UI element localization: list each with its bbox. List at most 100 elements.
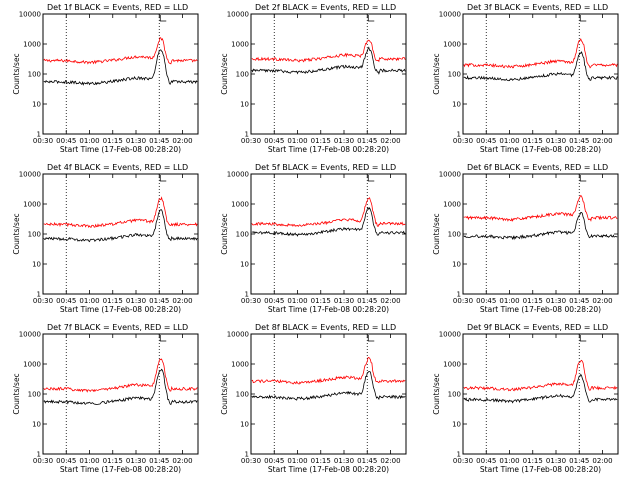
y-tick-label: 1 xyxy=(245,291,249,299)
series-events-line xyxy=(43,49,198,86)
x-tick-label: 01:15 xyxy=(103,137,123,145)
panel-det-1: Det 1f BLACK = Events, RED = LLD 1 10 100 10… xyxy=(12,3,199,154)
x-tick-label: 00:45 xyxy=(56,297,76,305)
series-events-line xyxy=(463,51,618,82)
x-tick-label: 01:30 xyxy=(334,137,354,145)
series-events-line xyxy=(43,209,198,243)
x-tick-label: 01:30 xyxy=(334,297,354,305)
series-events-line xyxy=(43,368,198,406)
x-tick-label: 02:00 xyxy=(380,297,400,305)
panel-title: Det 7f BLACK = Events, RED = LLD xyxy=(47,323,188,332)
y-axis-label: Counts/sec xyxy=(220,53,229,94)
y-tick-label: 10 xyxy=(32,261,41,269)
y-tick-label: 1000 xyxy=(23,361,41,369)
panel-title: Det 9f BLACK = Events, RED = LLD xyxy=(467,323,608,332)
x-tick-label: 00:45 xyxy=(264,137,284,145)
panel-title: Det 1f BLACK = Events, RED = LLD xyxy=(47,3,188,12)
x-tick-label: 01:45 xyxy=(357,457,377,465)
x-tick-label: 02:00 xyxy=(172,297,192,305)
y-tick-label: 10000 xyxy=(19,171,41,179)
x-tick-label: 02:00 xyxy=(592,297,612,305)
x-tick-label: 01:15 xyxy=(523,137,543,145)
x-tick-label: 01:30 xyxy=(546,297,566,305)
y-tick-label: 1 xyxy=(37,131,41,139)
x-tick-label: 01:15 xyxy=(311,137,331,145)
x-tick-label: 01:45 xyxy=(149,137,169,145)
y-tick-label: 1 xyxy=(245,131,249,139)
x-tick-label: 01:15 xyxy=(523,297,543,305)
y-tick-label: 1000 xyxy=(443,41,461,49)
x-tick-label: 00:30 xyxy=(453,297,473,305)
y-axis-label: Counts/sec xyxy=(12,213,21,254)
panel-det-5: Det 5f BLACK = Events, RED = LLD 1 10 100 10… xyxy=(220,163,407,314)
x-axis-label: Start Time (17-Feb-08 00:28:20) xyxy=(480,145,601,154)
panel-det-9: Det 9f BLACK = Events, RED = LLD 1 10 100 10… xyxy=(432,323,619,474)
interval-bracket xyxy=(579,175,587,182)
x-tick-label: 01:30 xyxy=(546,137,566,145)
y-tick-label: 10000 xyxy=(19,11,41,19)
series-events-line xyxy=(251,46,406,75)
y-tick-label: 10 xyxy=(32,421,41,429)
interval-bracket xyxy=(367,335,375,342)
x-tick-label: 00:30 xyxy=(241,297,261,305)
series-lld-line xyxy=(251,356,406,385)
panel-det-3: Det 3f BLACK = Events, RED = LLD 1 10 100 10… xyxy=(432,3,619,154)
x-tick-label: 02:00 xyxy=(380,137,400,145)
x-tick-label: 01:15 xyxy=(523,457,543,465)
y-axis-label: Counts/sec xyxy=(12,53,21,94)
panel-det-2: Det 2f BLACK = Events, RED = LLD 1 10 100 10… xyxy=(220,3,407,154)
x-tick-label: 01:30 xyxy=(546,457,566,465)
x-tick-label: 01:15 xyxy=(103,457,123,465)
x-tick-label: 00:45 xyxy=(56,457,76,465)
series-lld-line xyxy=(43,37,198,65)
y-tick-label: 10000 xyxy=(227,171,249,179)
x-tick-label: 00:30 xyxy=(453,137,473,145)
x-tick-label: 00:45 xyxy=(476,137,496,145)
y-tick-label: 10000 xyxy=(439,331,461,339)
y-tick-label: 10 xyxy=(32,101,41,109)
series-lld-line xyxy=(463,37,618,69)
y-tick-label: 100 xyxy=(448,71,461,79)
interval-bracket xyxy=(579,335,587,342)
x-axis-label: Start Time (17-Feb-08 00:28:20) xyxy=(480,305,601,314)
x-tick-label: 00:30 xyxy=(453,457,473,465)
x-tick-label: 01:45 xyxy=(569,457,589,465)
interval-bracket xyxy=(159,175,167,182)
x-axis-label: Start Time (17-Feb-08 00:28:20) xyxy=(60,305,181,314)
panel-title: Det 3f BLACK = Events, RED = LLD xyxy=(467,3,608,12)
x-tick-label: 00:45 xyxy=(264,457,284,465)
x-tick-label: 00:45 xyxy=(476,297,496,305)
series-lld-line xyxy=(463,359,618,392)
x-tick-label: 02:00 xyxy=(592,457,612,465)
y-tick-label: 1000 xyxy=(443,201,461,209)
x-tick-label: 00:30 xyxy=(33,297,53,305)
panel-det-8: Det 8f BLACK = Events, RED = LLD 1 10 100 10… xyxy=(220,323,407,474)
x-tick-label: 01:00 xyxy=(79,457,99,465)
series-lld-line xyxy=(463,194,618,222)
y-tick-label: 1000 xyxy=(231,201,249,209)
x-tick-label: 02:00 xyxy=(172,457,192,465)
y-tick-label: 10000 xyxy=(19,331,41,339)
y-tick-label: 10 xyxy=(452,261,461,269)
x-tick-label: 02:00 xyxy=(380,457,400,465)
y-tick-label: 100 xyxy=(28,391,41,399)
y-tick-label: 1 xyxy=(37,451,41,459)
series-lld-line xyxy=(251,39,406,63)
y-axis-label: Counts/sec xyxy=(12,373,21,414)
x-tick-label: 01:45 xyxy=(357,137,377,145)
series-lld-line xyxy=(43,358,198,393)
panel-title: Det 4f BLACK = Events, RED = LLD xyxy=(47,163,188,172)
x-tick-label: 01:30 xyxy=(126,457,146,465)
x-tick-label: 01:00 xyxy=(79,297,99,305)
y-axis-label: Counts/sec xyxy=(432,213,441,254)
interval-bracket xyxy=(367,15,375,22)
y-tick-label: 1 xyxy=(457,291,461,299)
y-tick-label: 100 xyxy=(28,231,41,239)
y-tick-label: 10 xyxy=(452,101,461,109)
panel-det-6: Det 6f BLACK = Events, RED = LLD 1 10 100 10… xyxy=(432,163,619,314)
y-tick-label: 1000 xyxy=(231,361,249,369)
y-tick-label: 100 xyxy=(28,71,41,79)
y-tick-label: 10 xyxy=(240,261,249,269)
series-events-line xyxy=(251,371,406,401)
